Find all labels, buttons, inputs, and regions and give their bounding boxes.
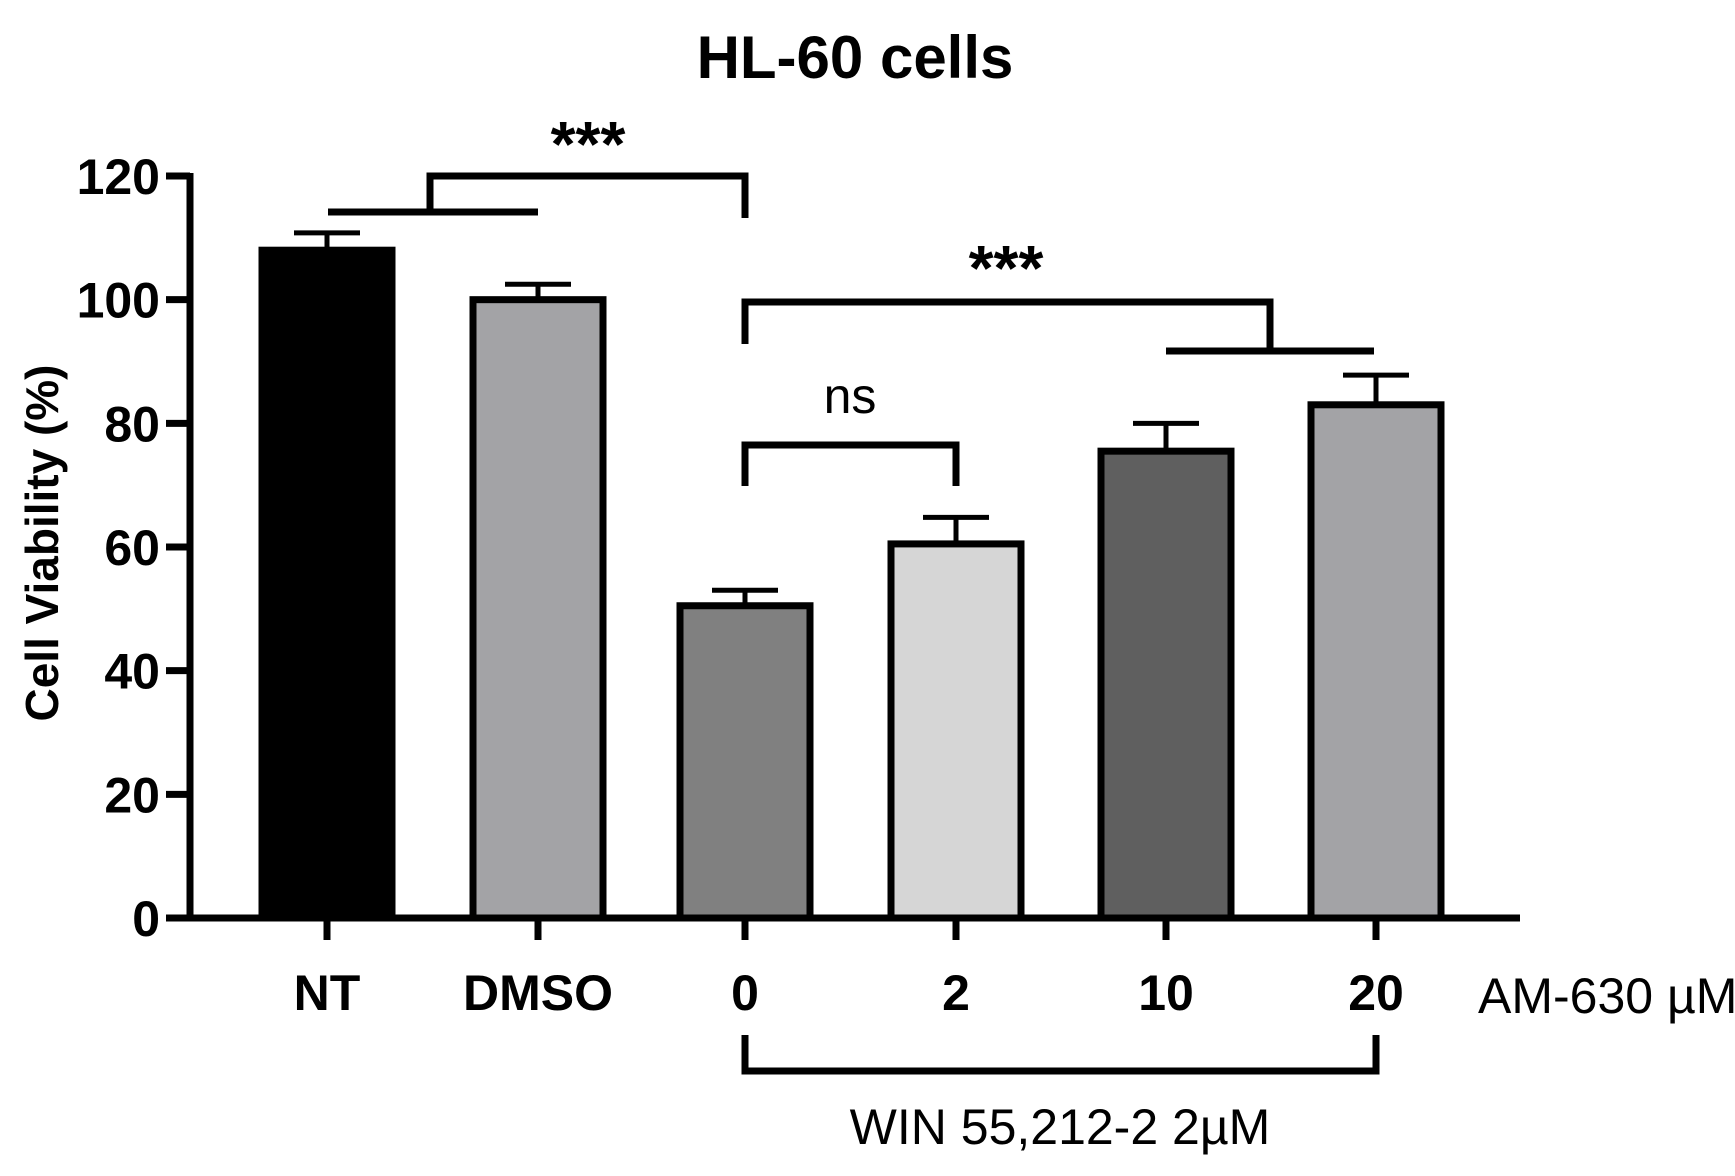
sig-bracket-right-main <box>741 298 1274 351</box>
ns-label: ns <box>824 368 877 424</box>
x-tick-label: 20 <box>1348 965 1404 1021</box>
bar-2 <box>887 540 1025 922</box>
error-bars-group <box>294 230 1409 606</box>
sig-label-right: *** <box>969 232 1044 304</box>
win-group-label: WIN 55,212-2 2µM <box>850 1099 1271 1155</box>
y-tick-label: 120 <box>77 149 160 205</box>
x-tick-label: DMSO <box>463 965 613 1021</box>
x-tick-label: 2 <box>942 965 970 1021</box>
sig-bracket-right <box>741 298 1374 355</box>
bar-0 <box>676 602 814 922</box>
ns-bracket <box>741 441 960 486</box>
y-tick-label: 60 <box>104 520 160 576</box>
sig-label-top: *** <box>551 108 626 180</box>
y-axis-label: Cell Viability (%) <box>16 364 68 721</box>
y-tick-label: 20 <box>104 767 160 823</box>
x-tick-label: NT <box>294 965 361 1021</box>
sig-bracket-top-main <box>426 172 749 218</box>
sig-bracket-top <box>328 172 749 218</box>
x-tick-label: 10 <box>1138 965 1194 1021</box>
y-tick-label: 0 <box>132 891 160 947</box>
bar-20 <box>1307 401 1445 922</box>
win-group-bracket <box>741 1035 1380 1075</box>
chart-title: HL-60 cells <box>697 24 1014 91</box>
bar-nt <box>258 246 396 922</box>
x-tick-label: 0 <box>731 965 759 1021</box>
y-tick-label: 100 <box>77 273 160 329</box>
y-tick-label: 80 <box>104 396 160 452</box>
bar-dmso <box>469 296 607 922</box>
y-tick-label: 40 <box>104 644 160 700</box>
bar-10 <box>1097 447 1235 922</box>
y-axis-ticks: 0 20 40 60 80 100 120 <box>77 149 190 947</box>
am630-unit-label: AM-630 µM <box>1478 968 1735 1024</box>
category-labels: NT DMSO 0 2 10 20 <box>294 918 1404 1021</box>
